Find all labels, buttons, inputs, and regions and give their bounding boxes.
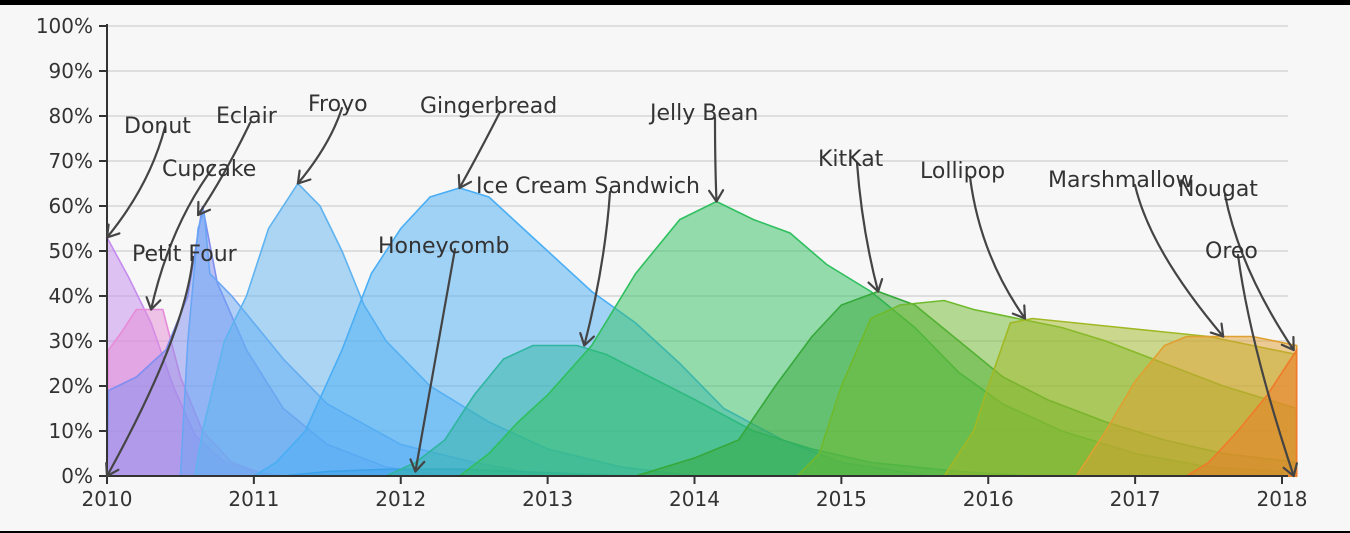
arrowhead-lollipop [1011, 304, 1027, 320]
label-eclair: Eclair [216, 104, 278, 129]
x-tick-label: 2012 [375, 487, 426, 511]
arrow-kitkat [855, 161, 880, 293]
arrowhead-donut [105, 223, 121, 239]
y-tick-label: 60% [49, 194, 93, 218]
arrow-donut [105, 125, 167, 239]
x-tick-label: 2016 [963, 487, 1014, 511]
arrowhead-gingerbread [457, 173, 473, 190]
arrow-marshmallow [1133, 183, 1225, 338]
y-tick-label: 20% [49, 374, 93, 398]
label-kitkat: KitKat [818, 147, 884, 172]
arrow-honeycomb [414, 247, 457, 473]
arrowhead-cupcake [145, 296, 162, 311]
arrowhead-oreo [1282, 462, 1298, 478]
area-oreo [1183, 347, 1298, 477]
chart-frame: 0% 10% 20% 30% 40% 50% 60% 70% 80% 90% 100% 2010 20… [0, 5, 1350, 531]
x-tick-label: 2015 [816, 487, 867, 511]
arrowhead-honeycomb [409, 458, 426, 473]
arrow-jelly-bean [713, 116, 718, 203]
arrow-gingerbread [458, 110, 502, 190]
y-tick-labels: 0% 10% 20% 30% 40% 50% 60% 70% 80% 90% 100% [36, 14, 107, 488]
arrowhead-petit-four [105, 461, 120, 478]
series-areas [106, 182, 1298, 477]
y-tick-label: 30% [49, 329, 93, 353]
arrowhead-marshmallow [1209, 322, 1225, 338]
y-tick-label: 100% [36, 14, 93, 38]
arrow-cupcake [150, 163, 217, 311]
y-tick-label: 0% [61, 464, 93, 488]
x-tick-label: 2017 [1110, 487, 1161, 511]
label-gingerbread: Gingerbread [420, 94, 557, 119]
x-tick-labels: 2010 2011 2012 2013 2014 2015 2016 2017 2018 [82, 476, 1308, 511]
label-petit-four: Petit Four [132, 242, 238, 267]
arrowhead-eclair [197, 200, 212, 217]
arrowhead-jelly-bean [708, 189, 725, 203]
label-honeycomb: Honeycomb [378, 234, 509, 259]
arrowhead-kitkat [867, 278, 884, 293]
x-tick-label: 2014 [669, 487, 720, 511]
label-cupcake: Cupcake [162, 157, 256, 182]
y-tick-label: 10% [49, 419, 93, 443]
annotation-arrows [105, 106, 1298, 478]
x-tick-label: 2013 [522, 487, 573, 511]
label-marshmallow: Marshmallow [1048, 168, 1194, 193]
arrowhead-ice-cream-sandwich [579, 332, 595, 347]
x-tick-label: 2011 [228, 487, 279, 511]
arrow-froyo [296, 106, 344, 185]
arrowhead-nougat [1280, 335, 1295, 352]
label-froyo: Froyo [308, 92, 368, 117]
android-versions-chart: 0%10%20%30%40%50%60%70%80%90%100% 2010 20… [36, 14, 1308, 511]
arrow-oreo [1236, 253, 1295, 478]
arrowhead-froyo [296, 169, 312, 185]
label-ice-cream-sandwich: Ice Cream Sandwich [476, 174, 700, 199]
arrow-eclair [197, 121, 252, 217]
label-donut: Donut [124, 114, 191, 139]
y-tick-label: 80% [49, 104, 93, 128]
label-oreo: Oreo [1205, 239, 1258, 264]
arrow-petit-four [105, 255, 195, 478]
x-tick-label: 2010 [82, 487, 133, 511]
y-tick-label: 50% [49, 239, 93, 263]
label-jelly-bean: Jelly Bean [648, 101, 758, 126]
x-tick-label: 2018 [1257, 487, 1308, 511]
label-lollipop: Lollipop [920, 159, 1005, 184]
arrow-ice-cream-sandwich [583, 190, 612, 347]
y-tick-label: 40% [49, 284, 93, 308]
arrow-nougat [1223, 193, 1295, 352]
y-tick-label: 70% [49, 149, 93, 173]
arrow-lollipop [968, 175, 1027, 320]
annotation-labels: Donut Petit Four Cupcake Eclair Froyo Gingerb… [124, 92, 1258, 267]
y-tick-label: 90% [49, 59, 93, 83]
label-nougat: Nougat [1178, 177, 1258, 202]
